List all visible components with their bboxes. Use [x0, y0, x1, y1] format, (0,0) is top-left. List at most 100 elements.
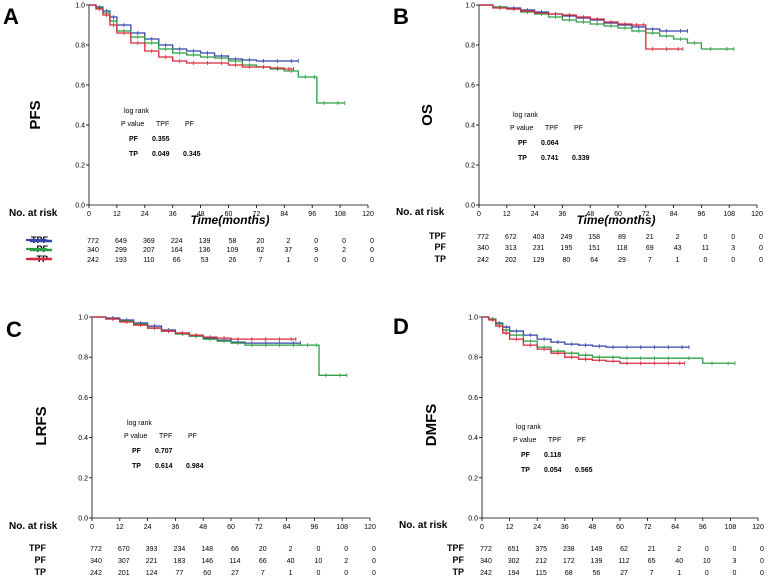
stats-header-tpf: TPF: [156, 121, 169, 128]
risk-row-label-pf: PF: [434, 242, 446, 252]
stats-header-tpf: TPF: [159, 433, 172, 440]
risk-count: 340: [90, 558, 102, 565]
log-rank-title: log rank: [127, 420, 152, 427]
curve-pf: [482, 316, 735, 364]
risk-count: 0: [703, 234, 707, 241]
stats-row-label: PF: [132, 448, 142, 455]
risk-count: 0: [370, 238, 374, 245]
y-tick-label: 0.2: [465, 163, 475, 170]
y-axis-label: OS: [419, 104, 436, 126]
risk-count: 0: [372, 570, 376, 577]
risk-count: 118: [616, 245, 627, 252]
log-rank-table: log rank P value TPF PF PF 0.707 TP 0.614 0.984: [124, 420, 204, 470]
log-rank-title: log rank: [513, 112, 538, 119]
stats-value: 0.118: [544, 452, 561, 459]
risk-count: 148: [201, 546, 213, 553]
x-tick-label: 96: [698, 211, 706, 218]
risk-count: 112: [618, 558, 629, 565]
risk-count: 10: [315, 558, 323, 565]
risk-count: 40: [675, 558, 683, 565]
risk-count: 109: [227, 247, 239, 254]
risk-count: 0: [703, 257, 707, 264]
x-tick-label: 24: [533, 524, 541, 531]
risk-count: 37: [284, 247, 292, 254]
x-tick-label: 72: [253, 211, 261, 218]
risk-count: 20: [259, 546, 267, 553]
panel-letter: C: [6, 317, 22, 342]
risk-count: 139: [591, 558, 603, 565]
risk-count: 0: [372, 546, 376, 553]
stats-row-label: TP: [521, 467, 530, 474]
risk-table-title: No. at risk: [399, 520, 448, 531]
risk-count: 0: [760, 570, 764, 577]
risk-count: 2: [286, 238, 290, 245]
x-tick-label: 36: [559, 211, 567, 218]
risk-row-label-tpf: TPF: [447, 543, 465, 553]
risk-row-label-pf: PF: [452, 555, 464, 565]
stats-row-label: PF: [129, 136, 139, 143]
risk-count: 375: [535, 546, 547, 553]
curve-pf: [479, 4, 734, 50]
risk-count: 0: [314, 238, 318, 245]
risk-count: 26: [229, 257, 237, 264]
risk-count: 242: [87, 257, 99, 264]
risk-count: 60: [203, 570, 211, 577]
x-tick-label: 48: [197, 211, 205, 218]
x-axis-label: Time(months): [190, 213, 269, 227]
risk-count: 340: [480, 558, 492, 565]
risk-count: 302: [508, 558, 520, 565]
y-tick-label: 0.4: [468, 435, 478, 442]
risk-count: 0: [759, 234, 763, 241]
risk-count: 27: [231, 570, 239, 577]
risk-count: 9: [314, 247, 318, 254]
x-tick-label: 48: [199, 524, 207, 531]
x-tick-label: 84: [671, 524, 679, 531]
risk-count: 0: [760, 546, 764, 553]
risk-count: 146: [201, 558, 213, 565]
risk-count: 649: [115, 238, 127, 245]
risk-count: 114: [229, 558, 240, 565]
stats-row-label: PF: [518, 140, 528, 147]
x-tick-label: 108: [725, 524, 737, 531]
risk-count: 0: [759, 245, 763, 252]
risk-count: 7: [258, 257, 262, 264]
stats-value: 0.054: [544, 467, 562, 474]
x-tick-label: 60: [616, 524, 624, 531]
risk-count: 0: [731, 234, 735, 241]
y-tick-label: 0.0: [468, 516, 478, 523]
risk-count: 238: [563, 546, 575, 553]
risk-count: 68: [565, 570, 573, 577]
y-tick-label: 1.0: [465, 3, 475, 10]
y-tick-label: 1.0: [75, 3, 85, 10]
risk-count: 0: [759, 257, 763, 264]
risk-count: 2: [344, 558, 348, 565]
risk-count: 772: [90, 546, 102, 553]
curve-tp: [479, 4, 683, 50]
x-tick-label: 108: [723, 211, 735, 218]
x-tick-label: 36: [172, 524, 180, 531]
risk-table-title: No. at risk: [9, 208, 58, 219]
risk-count: 340: [87, 247, 99, 254]
risk-row-label-tp: TP: [34, 567, 46, 577]
y-tick-label: 0.0: [75, 203, 85, 210]
risk-count: 64: [590, 257, 598, 264]
risk-count: 313: [505, 245, 517, 252]
y-axis-label: PFS: [27, 100, 44, 129]
log-rank-table: log rank P value TPF PF PF 0.118 TP 0.054 0.565: [513, 424, 593, 474]
risk-count: 193: [115, 257, 127, 264]
risk-count: 369: [143, 238, 155, 245]
x-tick-label: 0: [87, 211, 91, 218]
risk-count: 7: [650, 570, 654, 577]
curve-tp: [89, 4, 294, 70]
stats-value: 0.565: [575, 467, 593, 474]
risk-count: 69: [646, 245, 654, 252]
x-tick-label: 24: [531, 211, 539, 218]
y-tick-label: 0.6: [465, 83, 475, 90]
risk-count: 0: [370, 247, 374, 254]
stats-value: 0.355: [152, 136, 170, 143]
x-tick-label: 84: [670, 211, 678, 218]
x-tick-label: 84: [283, 524, 291, 531]
x-tick-label: 72: [644, 524, 652, 531]
